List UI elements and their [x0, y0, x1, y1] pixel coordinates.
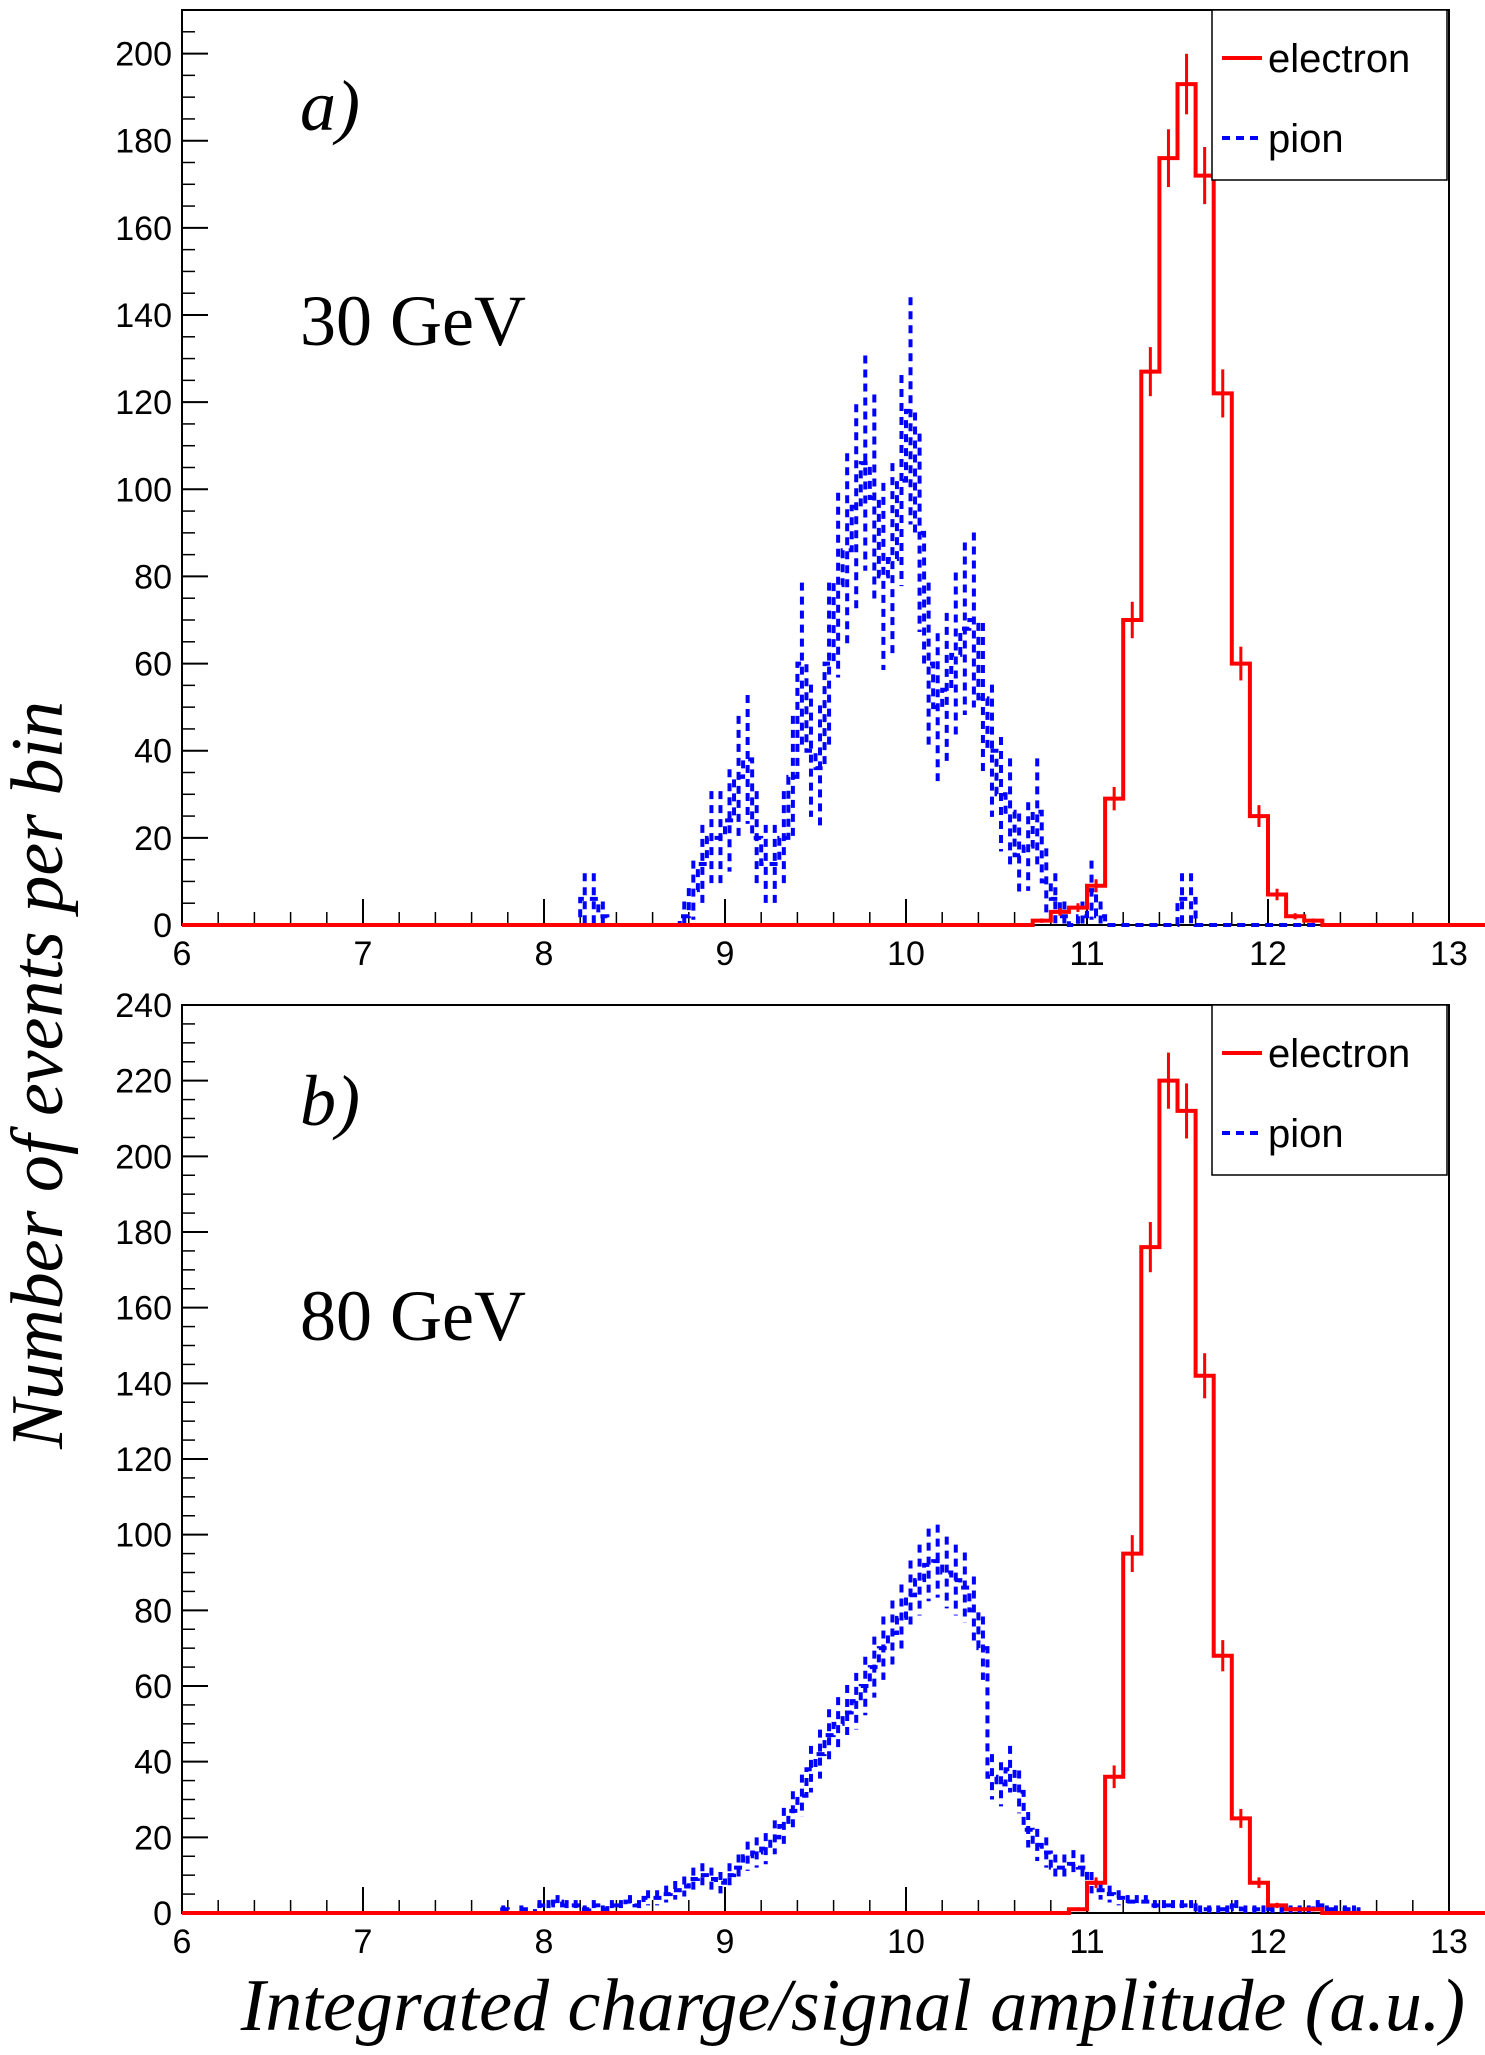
- x-tick-label: 7: [354, 935, 373, 973]
- y-tick-label: 40: [134, 1744, 172, 1782]
- y-tick-label: 160: [115, 1290, 172, 1328]
- series-electron-line: [182, 1078, 1485, 1915]
- legend: electron pion: [1211, 9, 1448, 181]
- y-tick-label: 80: [134, 558, 172, 596]
- series-pion-line: [182, 408, 1449, 927]
- y-tick-label: 240: [115, 987, 172, 1025]
- panel-a: 0 20 40 60 80 100 120 140 160 180 200 6 7 8 9 10 11 12 13…: [115, 9, 1485, 973]
- legend-entry-electron: electron: [1268, 37, 1410, 81]
- series-group: [182, 1052, 1485, 1915]
- y-tick-label: 80: [134, 1592, 172, 1630]
- x-tick-label: 7: [354, 1923, 373, 1961]
- legend-entry-electron: electron: [1268, 1032, 1410, 1076]
- legend-box: [1211, 9, 1448, 181]
- series-group: [182, 53, 1485, 927]
- x-tick-label: 9: [716, 935, 735, 973]
- y-tick-label: 40: [134, 733, 172, 771]
- x-tick-label: 10: [887, 935, 925, 973]
- y-tick-label: 120: [115, 1441, 172, 1479]
- panel-label: b): [300, 1061, 360, 1141]
- y-tick-label: 60: [134, 1668, 172, 1706]
- x-tick-label: 6: [173, 935, 192, 973]
- y-tick-label: 200: [115, 1138, 172, 1176]
- y-axis-ticks: 0 20 40 60 80 100 120 140 160 180 200: [115, 9, 208, 945]
- x-tick-label: 13: [1430, 935, 1468, 973]
- x-tick-label: 6: [173, 1923, 192, 1961]
- x-tick-label: 8: [535, 1923, 554, 1961]
- x-axis-ticks: 6 7 8 9 10 11 12 13: [173, 1887, 1468, 1961]
- series-pion-line: [182, 1559, 1449, 1915]
- x-tick-label: 12: [1249, 1923, 1287, 1961]
- x-tick-label: 8: [535, 935, 554, 973]
- x-axis-title: Integrated charge/signal amplitude (a.u.…: [240, 1965, 1465, 2047]
- y-tick-label: 0: [153, 1895, 172, 1933]
- energy-annotation: 80 GeV: [300, 1276, 526, 1356]
- y-tick-label: 120: [115, 384, 172, 422]
- legend-entry-pion: pion: [1268, 117, 1344, 161]
- energy-annotation: 30 GeV: [300, 281, 526, 361]
- y-tick-label: 100: [115, 1517, 172, 1555]
- y-tick-label: 60: [134, 646, 172, 684]
- y-tick-label: 0: [153, 907, 172, 945]
- y-axis-ticks: 0 20 40 60 80 100 120 140 160 180 200 220 240: [115, 987, 208, 1933]
- y-tick-label: 180: [115, 123, 172, 161]
- x-tick-label: 10: [887, 1923, 925, 1961]
- x-tick-label: 13: [1430, 1923, 1468, 1961]
- y-tick-label: 220: [115, 1063, 172, 1101]
- legend-box: [1211, 1004, 1448, 1176]
- panel-label: a): [300, 66, 360, 146]
- y-tick-label: 180: [115, 1214, 172, 1252]
- panel-b: 0 20 40 60 80 100 120 140 160 180 200 220 240 6 7 8 9 10…: [115, 987, 1485, 1961]
- x-tick-label: 12: [1249, 935, 1287, 973]
- y-axis-title: Number of events per bin: [0, 701, 79, 1450]
- y-tick-label: 200: [115, 36, 172, 74]
- y-tick-label: 140: [115, 297, 172, 335]
- x-tick-label: 9: [716, 1923, 735, 1961]
- legend-entry-pion: pion: [1268, 1112, 1344, 1156]
- y-tick-label: 20: [134, 1819, 172, 1857]
- x-tick-label: 11: [1069, 935, 1104, 973]
- x-axis-ticks: 6 7 8 9 10 11 12 13: [173, 899, 1468, 973]
- y-tick-label: 140: [115, 1365, 172, 1403]
- legend: electron pion: [1211, 1004, 1448, 1176]
- x-tick-label: 11: [1069, 1923, 1104, 1961]
- y-tick-label: 100: [115, 471, 172, 509]
- y-tick-label: 160: [115, 210, 172, 248]
- y-tick-label: 20: [134, 820, 172, 858]
- series-electron-line: [182, 82, 1485, 927]
